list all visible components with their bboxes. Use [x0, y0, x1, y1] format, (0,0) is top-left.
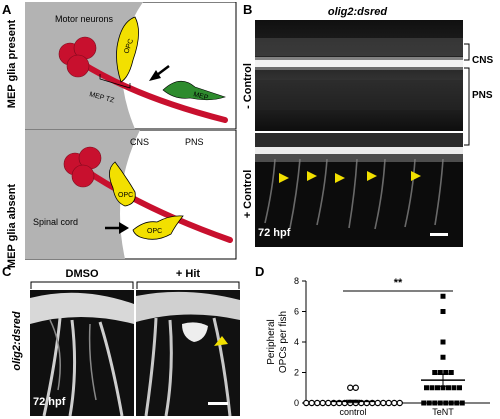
micrograph-hit [136, 290, 240, 416]
data-point-control [325, 399, 332, 407]
scale-bar [430, 233, 448, 236]
data-point-control [380, 399, 387, 407]
scatter-chart: 0 2 4 6 8 PeripheralOPCs per fish control TeNT *… [266, 276, 490, 417]
pns-label: PNS [185, 137, 204, 147]
data-point-tent [437, 400, 443, 406]
data-point-tent [454, 400, 460, 406]
data-point-control [347, 384, 354, 391]
olig2-side-label: olig2:dsred [11, 311, 23, 371]
micrograph-dmso [30, 290, 134, 416]
data-point-tent [459, 400, 465, 406]
mep-absent-title: MEP glia absent [6, 183, 18, 269]
y-tick-label: 0 [294, 398, 299, 408]
data-point-tent [432, 370, 438, 375]
opc-cell [109, 161, 136, 207]
mep-present-title: MEP glia present [6, 19, 18, 109]
opc-cell-lower [132, 215, 184, 240]
scale-bar [208, 402, 228, 405]
data-point-tent [440, 385, 446, 391]
data-point-tent [437, 370, 443, 375]
data-point-tent [440, 309, 446, 314]
data-point-tent [443, 370, 449, 375]
motor-neurons-label: Motor neurons [55, 14, 114, 24]
panel-a-top-diagram: Motor neurons OPC MEP MEP TZ [25, 2, 237, 130]
y-tick-label: 2 [294, 368, 299, 378]
data-point-tent [457, 385, 462, 391]
opc-arrowhead [214, 336, 228, 346]
data-point-tent [440, 339, 446, 345]
y-tick-label: 8 [294, 276, 299, 286]
panel-label-c: C [2, 264, 12, 279]
x-tick-label: TeNT [432, 407, 454, 417]
motor-axon [77, 59, 228, 123]
panel-label-b: B [243, 2, 253, 17]
panel-label-d: D [255, 264, 265, 279]
data-point-control [319, 399, 326, 407]
panel-b-title: olig2:dsred [327, 6, 388, 18]
peripheral-projections [264, 158, 444, 230]
opc-cell [116, 16, 139, 83]
cns-pns-brackets [464, 43, 470, 146]
data-point-control [385, 399, 392, 407]
opc-arrowheads [279, 171, 421, 183]
micrograph-plus-control [255, 133, 463, 247]
motor-neuron-cells [63, 146, 102, 188]
data-point-tent [421, 400, 427, 406]
column-brackets-c [30, 281, 240, 289]
cns-label-b: CNS [472, 55, 494, 66]
opc-label-lower: OPC [147, 228, 162, 235]
x-tick-label: control [339, 407, 366, 417]
data-point-tent [451, 385, 457, 391]
cns-band [255, 60, 463, 67]
opc-label-mid: OPC [118, 192, 133, 199]
dmso-header: DMSO [65, 268, 99, 280]
micrograph-minus-control [255, 20, 463, 131]
timepoint-label-b: 72 hpf [258, 227, 291, 239]
data-point-control [308, 399, 315, 407]
data-point-control [352, 384, 359, 391]
data-point-tent [426, 400, 432, 406]
data-point-tent [448, 400, 454, 406]
data-point-control [374, 399, 381, 407]
mep-tz-bracket [99, 74, 131, 89]
data-point-tent [440, 354, 446, 360]
mep-glia [162, 80, 226, 101]
y-tick-label: 6 [294, 307, 299, 317]
data-point-tent [432, 400, 438, 406]
data-point-control [396, 399, 403, 407]
y-axis-label: PeripheralOPCs per fish [266, 311, 289, 373]
data-point-tent [446, 385, 451, 391]
data-point-control [391, 399, 398, 407]
motor-axon [82, 167, 233, 243]
panel-label-a: A [2, 2, 12, 17]
minus-control-label: - Control [242, 63, 254, 109]
significance-label: ** [394, 277, 403, 289]
hit-header: + Hit [175, 268, 201, 280]
data-point-tent [429, 385, 435, 391]
data-point-control [314, 399, 321, 407]
spinal-cord-label: Spinal cord [33, 217, 78, 227]
cns-label: CNS [130, 137, 149, 147]
mep-label: MEP [192, 91, 209, 102]
timepoint-label-c: 72 hpf [33, 396, 66, 408]
motor-neuron-cells [58, 36, 97, 78]
panel-a-bottom-diagram: CNS PNS Spinal cord OPC OPC [25, 130, 237, 260]
data-point-control [303, 399, 310, 407]
data-point-tent [443, 400, 449, 406]
y-tick-label: 4 [294, 337, 299, 347]
opc-label-top: OPC [123, 38, 135, 55]
pns-label-b: PNS [472, 90, 493, 101]
data-point-tent [424, 385, 429, 391]
cns-band [255, 147, 463, 154]
data-point-tent [435, 385, 440, 391]
data-point-tent [448, 370, 454, 375]
data-point-tent [440, 293, 446, 299]
plus-control-label: + Control [242, 169, 254, 219]
